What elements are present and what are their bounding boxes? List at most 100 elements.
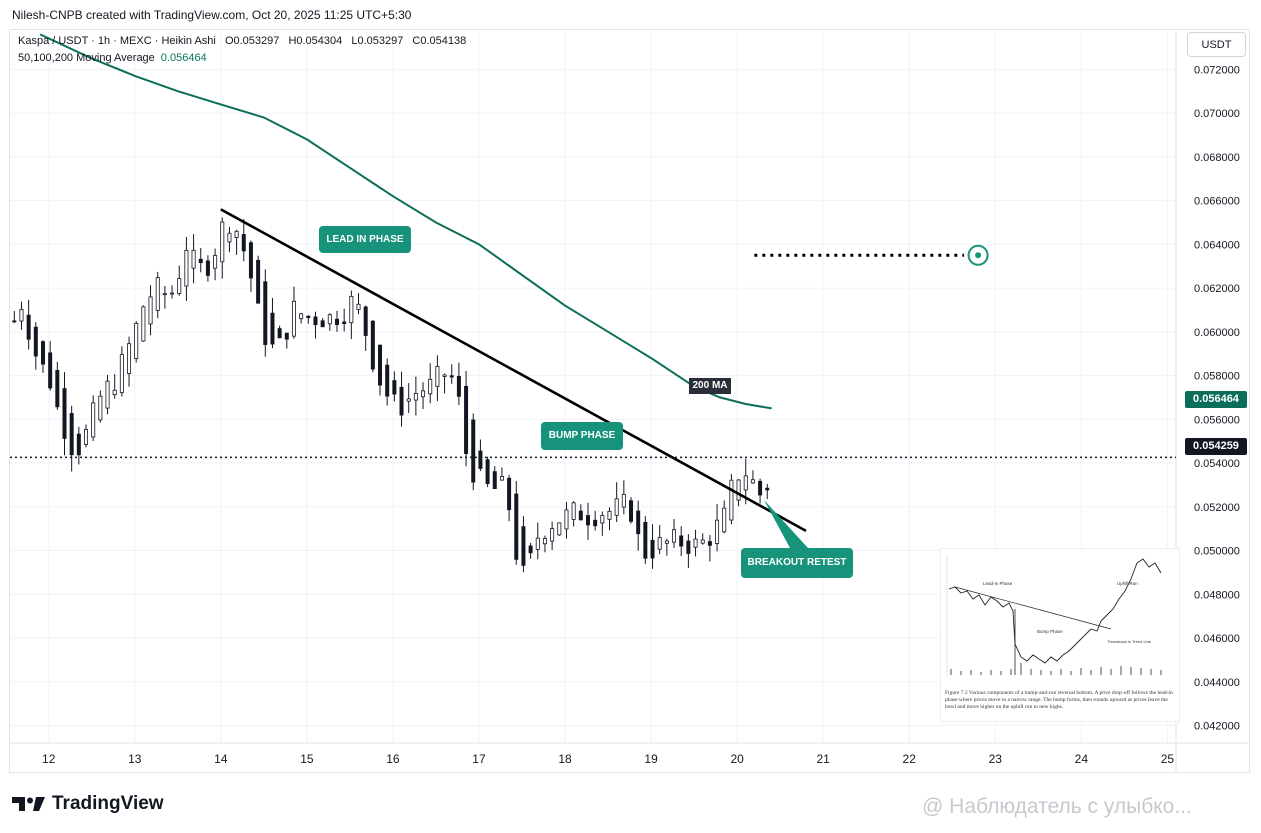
x-tick-label: 17 <box>472 752 486 766</box>
candle-body <box>700 539 705 544</box>
candle-body <box>629 500 634 522</box>
y-tick-label: 0.072000 <box>1194 64 1240 76</box>
candle-body <box>435 365 440 387</box>
candle-body <box>449 375 454 378</box>
candle-body <box>542 538 547 545</box>
candle-body <box>736 479 741 501</box>
candle-body <box>270 312 275 345</box>
candle-body <box>650 539 655 559</box>
candle-body <box>241 234 246 252</box>
candle-body <box>291 300 296 337</box>
close-value: C0.054138 <box>412 35 467 47</box>
candle-body <box>399 386 404 416</box>
candle-body <box>413 393 418 401</box>
currency-button[interactable]: USDT <box>1187 32 1246 57</box>
candle-body <box>227 232 232 243</box>
candle-body <box>729 479 734 521</box>
candle-body <box>571 502 576 520</box>
candle-body <box>327 314 332 325</box>
candle-body <box>119 354 124 393</box>
x-tick-label: 20 <box>730 752 744 766</box>
open-value: O0.053297 <box>224 35 280 47</box>
symbol-name: Kaspa / USDT · 1h · MEXC · Heikin Ashi <box>18 35 216 47</box>
breakout-pointer <box>764 500 808 548</box>
candle-body <box>76 433 81 456</box>
candle-body <box>442 374 447 377</box>
chart-credit: Nilesh-CNPB created with TradingView.com… <box>12 8 412 22</box>
target-circle-dot <box>975 252 982 259</box>
candle-body <box>263 281 268 345</box>
candle-body <box>392 380 397 395</box>
candle-body <box>657 537 662 550</box>
candle-body <box>127 343 132 374</box>
reference-figure-chart: Lead-In Phase Bump Phase Uphill Run Thro… <box>946 555 1162 677</box>
candle-body <box>191 249 196 269</box>
candle-body <box>607 510 612 520</box>
candle-body <box>356 303 361 310</box>
candle-body <box>299 313 304 320</box>
lead-in-phase-label: LEAD IN PHASE <box>319 226 411 253</box>
y-tick-label: 0.042000 <box>1194 721 1240 733</box>
x-tick-label: 16 <box>386 752 400 766</box>
candle-body <box>499 476 504 481</box>
candle-body <box>535 537 540 550</box>
candle-body <box>370 320 375 370</box>
symbol-legend: Kaspa / USDT · 1h · MEXC · Heikin Ashi O… <box>18 35 472 47</box>
candle-body <box>585 515 590 526</box>
candle-body <box>177 278 182 294</box>
tradingview-logo[interactable]: TradingView <box>12 793 164 815</box>
x-tick-label: 14 <box>214 752 228 766</box>
candle-body <box>492 471 497 489</box>
candle-body <box>91 402 96 438</box>
candle-body <box>686 540 691 554</box>
ma-label: 50,100,200 Moving Average <box>18 52 155 64</box>
candle-body <box>679 535 684 547</box>
candle-body <box>277 328 282 339</box>
candle-body <box>313 316 318 326</box>
candle-body <box>48 352 53 389</box>
x-tick-label: 23 <box>989 752 1003 766</box>
reference-figure: Lead-In Phase Bump Phase Uphill Run Thro… <box>940 548 1180 722</box>
inset-lead-in-text: Lead-In Phase <box>983 581 1013 586</box>
low-value: L0.053297 <box>351 35 404 47</box>
candle-body <box>19 308 24 322</box>
reference-figure-caption: Figure 7.2 Various components of a bump-… <box>945 690 1173 710</box>
candle-body <box>306 315 311 318</box>
y-tick-label: 0.064000 <box>1194 239 1240 251</box>
candle-body <box>112 389 117 396</box>
candle-body <box>621 493 626 508</box>
candle-body <box>385 364 390 397</box>
candle-body <box>636 510 641 535</box>
y-tick-label: 0.054000 <box>1194 458 1240 470</box>
candle-body <box>40 341 45 365</box>
candle-body <box>593 519 598 527</box>
candle-body <box>162 293 167 296</box>
candle-body <box>643 521 648 559</box>
candle-body <box>184 249 189 287</box>
moving-average-200-line <box>39 33 772 410</box>
y-tick-label: 0.070000 <box>1194 108 1240 120</box>
y-tick-label: 0.068000 <box>1194 152 1240 164</box>
candle-body <box>234 230 239 238</box>
candle-body <box>507 477 512 511</box>
candle-body <box>750 479 755 484</box>
y-tick-label: 0.060000 <box>1194 327 1240 339</box>
candle-body <box>600 515 605 524</box>
candle-body <box>105 380 110 409</box>
candle-body <box>198 258 203 264</box>
candle-body <box>743 475 748 491</box>
y-tick-label: 0.048000 <box>1194 589 1240 601</box>
candle-body <box>471 419 476 483</box>
candle-body <box>155 277 160 311</box>
y-tick-label: 0.050000 <box>1194 546 1240 558</box>
x-tick-label: 21 <box>817 752 831 766</box>
y-tick-label: 0.062000 <box>1194 283 1240 295</box>
descending-trendline <box>220 208 807 532</box>
candle-body <box>456 375 461 397</box>
inset-uphill-text: Uphill Run <box>1117 581 1138 586</box>
candle-body <box>33 326 38 357</box>
candle-body <box>528 545 533 554</box>
high-value: H0.054304 <box>288 35 343 47</box>
last-price-badge: 0.054259 <box>1185 438 1247 455</box>
x-tick-label: 18 <box>558 752 572 766</box>
